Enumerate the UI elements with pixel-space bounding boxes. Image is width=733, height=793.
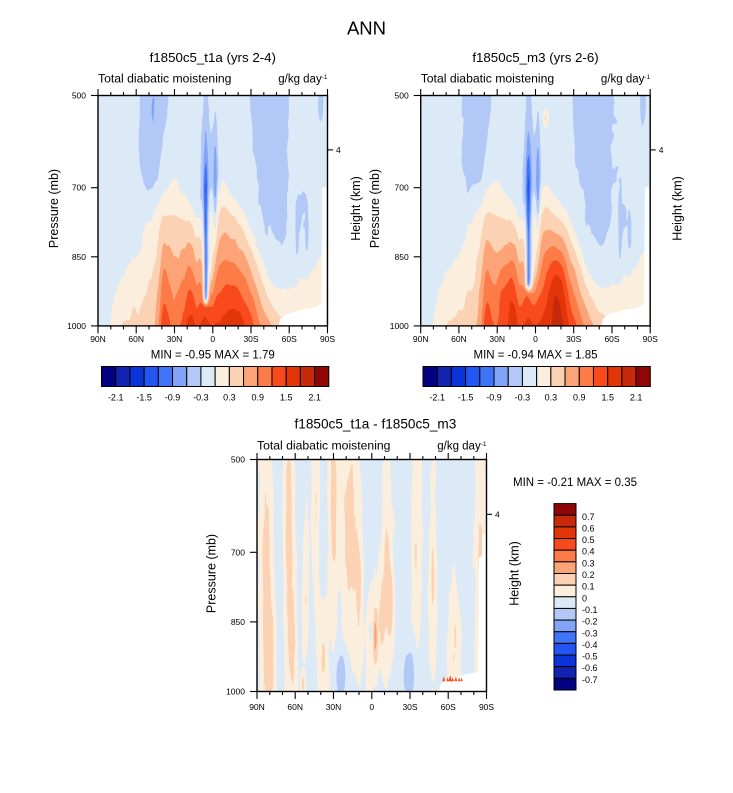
svg-text:30S: 30S: [243, 334, 258, 344]
svg-text:850: 850: [231, 617, 245, 627]
svg-text:0.9: 0.9: [252, 393, 265, 403]
svg-text:60S: 60S: [604, 334, 619, 344]
svg-text:1000: 1000: [226, 687, 245, 697]
svg-text:-0.5: -0.5: [582, 652, 598, 662]
svg-text:30N: 30N: [167, 334, 183, 344]
svg-text:60S: 60S: [441, 702, 456, 712]
svg-text:850: 850: [72, 252, 86, 262]
svg-text:-0.3: -0.3: [193, 393, 209, 403]
svg-text:60N: 60N: [287, 702, 303, 712]
svg-text:f1850c5_t1a - f1850c5_m3: f1850c5_t1a - f1850c5_m3: [295, 417, 457, 432]
svg-text:60N: 60N: [451, 334, 467, 344]
svg-text:0.2: 0.2: [582, 570, 595, 580]
svg-text:-2.1: -2.1: [429, 393, 445, 403]
svg-text:850: 850: [395, 252, 409, 262]
svg-text:4: 4: [336, 145, 341, 155]
svg-text:-0.3: -0.3: [515, 393, 531, 403]
svg-text:90S: 90S: [479, 702, 494, 712]
svg-text:Pressure (mb): Pressure (mb): [368, 169, 382, 248]
svg-text:60N: 60N: [128, 334, 144, 344]
svg-text:0.9: 0.9: [573, 393, 586, 403]
svg-text:0: 0: [369, 702, 374, 712]
svg-text:-0.3: -0.3: [582, 628, 598, 638]
svg-text:-0.7: -0.7: [582, 675, 598, 685]
svg-text:30S: 30S: [402, 702, 417, 712]
svg-text:g/kg day-1: g/kg day-1: [278, 74, 328, 86]
svg-text:f1850c5_t1a (yrs 2-4): f1850c5_t1a (yrs 2-4): [150, 50, 276, 65]
svg-text:ANN: ANN: [347, 18, 386, 39]
svg-text:90N: 90N: [90, 334, 106, 344]
svg-text:30N: 30N: [489, 334, 505, 344]
svg-text:700: 700: [395, 183, 409, 193]
svg-text:4: 4: [659, 145, 664, 155]
svg-text:1000: 1000: [67, 321, 86, 331]
svg-text:Pressure (mb): Pressure (mb): [47, 169, 61, 248]
svg-text:Height (km): Height (km): [349, 176, 363, 241]
svg-text:0.7: 0.7: [582, 512, 595, 522]
svg-text:0.3: 0.3: [223, 393, 236, 403]
svg-text:-0.2: -0.2: [582, 617, 598, 627]
svg-text:0: 0: [210, 334, 215, 344]
svg-text:30N: 30N: [326, 702, 342, 712]
svg-text:-1.5: -1.5: [136, 393, 152, 403]
svg-text:-0.9: -0.9: [486, 393, 502, 403]
svg-text:500: 500: [395, 91, 409, 101]
svg-text:0: 0: [582, 593, 587, 603]
svg-text:4: 4: [495, 509, 500, 519]
svg-text:90N: 90N: [249, 702, 265, 712]
svg-text:90S: 90S: [643, 334, 658, 344]
svg-text:Pressure (mb): Pressure (mb): [205, 534, 219, 613]
svg-text:1.5: 1.5: [280, 393, 293, 403]
svg-text:700: 700: [72, 183, 86, 193]
svg-text:-0.1: -0.1: [582, 605, 598, 615]
svg-text:0.5: 0.5: [582, 535, 595, 545]
svg-text:f1850c5_m3 (yrs 2-6): f1850c5_m3 (yrs 2-6): [472, 50, 598, 65]
svg-text:g/kg day-1: g/kg day-1: [437, 440, 487, 452]
svg-text:-0.4: -0.4: [582, 640, 598, 650]
svg-text:500: 500: [231, 455, 245, 465]
svg-text:700: 700: [231, 547, 245, 557]
svg-text:0: 0: [533, 334, 538, 344]
svg-text:0.3: 0.3: [582, 558, 595, 568]
svg-text:Height (km): Height (km): [508, 541, 522, 606]
svg-text:Height (km): Height (km): [671, 176, 685, 241]
svg-text:500: 500: [72, 91, 86, 101]
svg-text:Total diabatic moistening: Total diabatic moistening: [421, 72, 554, 86]
svg-text:-0.6: -0.6: [582, 663, 598, 673]
svg-text:MIN = -0.21 MAX = 0.35: MIN = -0.21 MAX = 0.35: [513, 477, 637, 489]
svg-text:Total diabatic moistening: Total diabatic moistening: [257, 438, 390, 452]
svg-text:g/kg day-1: g/kg day-1: [601, 74, 651, 86]
svg-text:-0.9: -0.9: [165, 393, 181, 403]
svg-text:MIN = -0.95 MAX = 1.79: MIN = -0.95 MAX = 1.79: [151, 350, 275, 362]
svg-text:0.6: 0.6: [582, 523, 595, 533]
svg-text:1.5: 1.5: [601, 393, 614, 403]
svg-text:MIN = -0.94 MAX = 1.85: MIN = -0.94 MAX = 1.85: [473, 350, 597, 362]
svg-text:-2.1: -2.1: [108, 393, 124, 403]
svg-text:0.1: 0.1: [582, 582, 595, 592]
svg-text:60S: 60S: [282, 334, 297, 344]
svg-text:90S: 90S: [320, 334, 335, 344]
svg-text:2.1: 2.1: [630, 393, 643, 403]
svg-text:2.1: 2.1: [308, 393, 321, 403]
svg-text:0.3: 0.3: [545, 393, 558, 403]
svg-text:Total diabatic moistening: Total diabatic moistening: [98, 72, 231, 86]
svg-text:30S: 30S: [566, 334, 581, 344]
svg-text:0.4: 0.4: [582, 547, 595, 557]
svg-text:90N: 90N: [413, 334, 429, 344]
svg-text:-1.5: -1.5: [458, 393, 474, 403]
svg-text:1000: 1000: [390, 321, 409, 331]
